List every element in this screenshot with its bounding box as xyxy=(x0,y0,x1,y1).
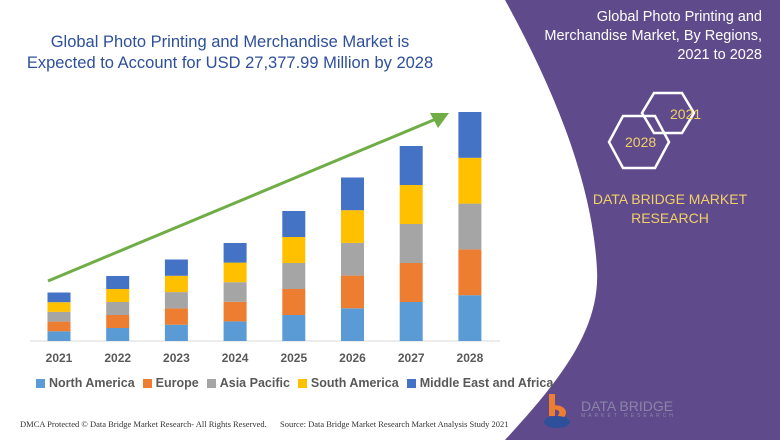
bar-segment xyxy=(399,146,423,185)
legend-swatch xyxy=(36,378,45,388)
x-tick-label: 2028 xyxy=(457,351,484,365)
side-panel-title: Global Photo Printing and Merchandise Ma… xyxy=(544,9,762,63)
legend-swatch xyxy=(206,378,216,388)
bar-segment xyxy=(223,301,247,322)
legend-item: Europe xyxy=(142,376,199,390)
footer-copyright: DMCA Protected © Data Bridge Market Rese… xyxy=(20,419,267,429)
side-panel xyxy=(505,0,780,440)
x-tick-label: 2024 xyxy=(222,351,249,365)
bar-segment xyxy=(106,289,130,302)
legend-label: Asia Pacific xyxy=(219,376,290,390)
legend-label: Middle East and Africa xyxy=(419,376,554,390)
brand-name: DATA BRIDGE MARKET RESEARCH xyxy=(592,191,748,226)
bar-segment xyxy=(106,328,130,341)
bar-segment xyxy=(164,292,188,309)
bar-segment xyxy=(164,308,188,325)
bar-segment xyxy=(458,295,482,341)
bar-segment xyxy=(223,262,247,283)
bar-segment xyxy=(458,249,482,296)
x-tick-label: 2022 xyxy=(104,351,131,365)
bar-segment xyxy=(47,321,71,332)
bar-segment xyxy=(341,242,364,276)
bar-segment xyxy=(282,289,306,315)
bar-segment xyxy=(164,275,188,293)
legend: North America Europe Asia Pacific South … xyxy=(36,376,553,390)
bar-segment xyxy=(399,263,423,302)
legend-swatch xyxy=(297,378,307,388)
bar-segment xyxy=(341,308,364,341)
x-tick-label: 2021 xyxy=(46,351,73,365)
bar-segment xyxy=(341,275,364,309)
x-tick-label: 2027 xyxy=(398,351,425,365)
legend-label: Europe xyxy=(155,376,199,390)
hex-year-2028: 2028 xyxy=(625,134,657,150)
bar-segment xyxy=(341,177,364,211)
bar-segment xyxy=(223,321,247,341)
bar-segment xyxy=(164,259,188,276)
bar-segment xyxy=(282,263,306,289)
bar-segment xyxy=(458,203,482,250)
bar-segment xyxy=(47,302,71,312)
legend-item: North America xyxy=(36,376,135,390)
hexagon-2021-icon xyxy=(640,91,696,135)
bar-segment xyxy=(223,282,247,302)
bar-segment xyxy=(399,185,423,224)
bar-segment xyxy=(399,302,423,341)
chart-title: Global Photo Printing and Merchandise Ma… xyxy=(26,33,434,72)
legend-swatch xyxy=(142,378,152,388)
bar-segment xyxy=(399,224,423,263)
trend-arrow-head-icon xyxy=(430,113,449,128)
trend-arrow-line xyxy=(47,117,437,283)
logo-subtext: MARKET RESEARCH xyxy=(581,413,676,419)
logo-text: DATA BRIDGE xyxy=(581,398,674,414)
x-tick-label: 2026 xyxy=(339,351,366,365)
legend-item: South America xyxy=(297,376,399,390)
x-tick-label: 2023 xyxy=(163,351,190,365)
bar-segment xyxy=(106,302,130,315)
hex-year-2021: 2021 xyxy=(670,106,702,122)
legend-swatch xyxy=(406,378,416,388)
legend-label: North America xyxy=(49,376,135,390)
hexagon-2028-icon xyxy=(607,114,671,170)
bar-segment xyxy=(341,210,364,243)
bar-segment xyxy=(282,237,306,263)
bar-segment xyxy=(458,112,482,158)
legend-label: South America xyxy=(310,376,399,390)
stacked-bar-chart: 2021 2022 2023 2024 2025 2026 2027 2028 xyxy=(30,112,500,365)
bar-segment xyxy=(106,276,130,289)
hexagon-icons xyxy=(607,91,696,170)
bar-segment xyxy=(47,292,71,303)
bar-segment xyxy=(282,315,306,341)
bar-segment xyxy=(282,211,306,237)
data-bridge-logo-icon xyxy=(544,394,570,428)
legend-item: Middle East and Africa xyxy=(406,376,554,390)
footer-source: Source: Data Bridge Market Research Mark… xyxy=(280,419,509,429)
x-tick-label: 2025 xyxy=(280,351,307,365)
bar-segment xyxy=(47,311,71,322)
bar-segment xyxy=(47,331,71,341)
bar-segment xyxy=(106,315,130,328)
bar-segment xyxy=(223,243,247,263)
bar-segment xyxy=(458,157,482,204)
bar-segment xyxy=(164,324,188,341)
legend-item: Asia Pacific xyxy=(206,376,290,390)
